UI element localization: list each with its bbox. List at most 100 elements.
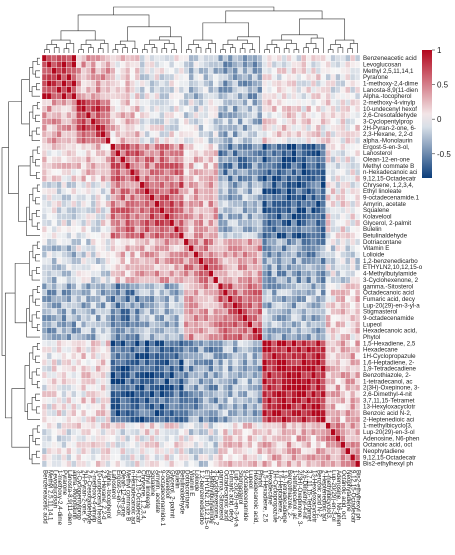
heatmap-cell xyxy=(271,168,278,176)
heatmap-cell xyxy=(261,168,268,176)
heatmap-cell xyxy=(291,340,297,347)
heatmap-cell xyxy=(66,238,72,246)
heatmap-cell xyxy=(178,340,185,347)
heatmap-cell xyxy=(315,200,322,208)
heatmap-cell xyxy=(159,187,165,195)
heatmap-cell xyxy=(159,321,165,328)
heatmap-cell xyxy=(257,283,263,290)
heatmap-cell xyxy=(51,441,57,449)
heatmap-cell xyxy=(198,149,204,157)
heatmap-cell xyxy=(247,105,253,113)
heatmap-cell xyxy=(149,276,155,284)
heatmap-cell xyxy=(76,352,82,360)
heatmap-cell xyxy=(46,276,52,284)
heatmap-cell xyxy=(149,219,155,227)
heatmap-cell xyxy=(222,124,229,132)
heatmap-cell xyxy=(100,111,106,119)
heatmap-cell xyxy=(271,352,278,360)
heatmap-cell xyxy=(100,390,106,398)
heatmap-cell xyxy=(325,352,331,360)
heatmap-cell xyxy=(320,327,326,335)
heatmap-cell xyxy=(203,187,209,195)
heatmap-cell xyxy=(71,308,77,316)
heatmap-cell xyxy=(134,435,141,442)
column-label: Lanosta-8,9(11-dien xyxy=(66,470,73,525)
heatmap-cell xyxy=(154,225,160,233)
heatmap-cell xyxy=(105,340,111,347)
heatmap-cell xyxy=(154,321,160,328)
heatmap-cell xyxy=(193,295,199,303)
heatmap-cell xyxy=(51,181,57,189)
heatmap-cell xyxy=(51,371,57,379)
heatmap-cell xyxy=(188,73,194,81)
heatmap-cell xyxy=(261,428,268,436)
heatmap-cell xyxy=(120,378,126,385)
heatmap-cell xyxy=(80,219,87,227)
heatmap-cell xyxy=(193,244,199,252)
dendrogram-branch xyxy=(159,36,182,53)
heatmap-cell xyxy=(61,428,67,436)
heatmap-cell xyxy=(46,327,52,335)
heatmap-cell xyxy=(325,61,331,68)
heatmap-cell xyxy=(354,225,361,233)
heatmap-cell xyxy=(306,263,312,271)
heatmap-cell xyxy=(198,397,204,404)
heatmap-cell xyxy=(286,181,292,189)
heatmap-cell xyxy=(315,263,322,271)
heatmap-cell xyxy=(340,314,346,322)
heatmap-cell xyxy=(71,213,77,220)
heatmap-cell xyxy=(100,162,106,170)
heatmap-cell xyxy=(198,244,204,252)
dendrogram-branch xyxy=(31,270,40,281)
heatmap-cell xyxy=(271,447,278,455)
heatmap-cell xyxy=(164,422,170,430)
heatmap-cell xyxy=(90,137,96,144)
heatmap-cell xyxy=(56,86,62,94)
heatmap-cell xyxy=(193,54,199,62)
heatmap-cell xyxy=(203,403,209,411)
heatmap-cell xyxy=(173,67,180,75)
heatmap-cell xyxy=(306,61,312,68)
heatmap-cell xyxy=(85,149,92,157)
heatmap-cell xyxy=(105,283,111,290)
heatmap-cell xyxy=(198,314,204,322)
heatmap-cell xyxy=(345,187,351,195)
heatmap-cell xyxy=(90,289,96,297)
heatmap-cell xyxy=(66,295,72,303)
dendrogram-branch xyxy=(202,22,249,41)
heatmap-cell xyxy=(345,333,351,341)
heatmap-cell xyxy=(95,346,101,354)
heatmap-cell xyxy=(271,263,278,271)
heatmap-cell xyxy=(134,225,141,233)
heatmap-cell xyxy=(320,124,326,132)
heatmap-cell xyxy=(354,143,361,151)
heatmap-cell xyxy=(257,308,263,316)
heatmap-cell xyxy=(227,340,233,347)
heatmap-cell xyxy=(51,263,57,271)
heatmap-cell xyxy=(56,441,62,449)
heatmap-cell xyxy=(120,352,126,360)
heatmap-cell xyxy=(124,244,131,252)
heatmap-cell xyxy=(310,156,317,163)
heatmap-cell xyxy=(80,213,87,220)
heatmap-cell xyxy=(301,149,307,157)
heatmap-cell xyxy=(56,219,62,227)
heatmap-cell xyxy=(281,289,287,297)
heatmap-cell xyxy=(90,156,96,163)
heatmap-cell xyxy=(149,92,155,100)
heatmap-cell xyxy=(232,321,238,328)
heatmap-cell xyxy=(85,206,92,214)
heatmap-cell xyxy=(149,289,155,297)
heatmap-cell xyxy=(173,441,180,449)
heatmap-cell xyxy=(178,156,185,163)
heatmap-cell xyxy=(306,67,312,75)
heatmap-cell xyxy=(159,447,165,455)
heatmap-cell xyxy=(247,225,253,233)
dendrogram-branch xyxy=(46,44,57,50)
heatmap-cell xyxy=(85,99,92,106)
heatmap-cell xyxy=(124,219,131,227)
heatmap-cell xyxy=(183,118,189,125)
heatmap-cell xyxy=(80,257,87,265)
heatmap-cell xyxy=(203,308,209,316)
heatmap-cell xyxy=(203,276,209,284)
